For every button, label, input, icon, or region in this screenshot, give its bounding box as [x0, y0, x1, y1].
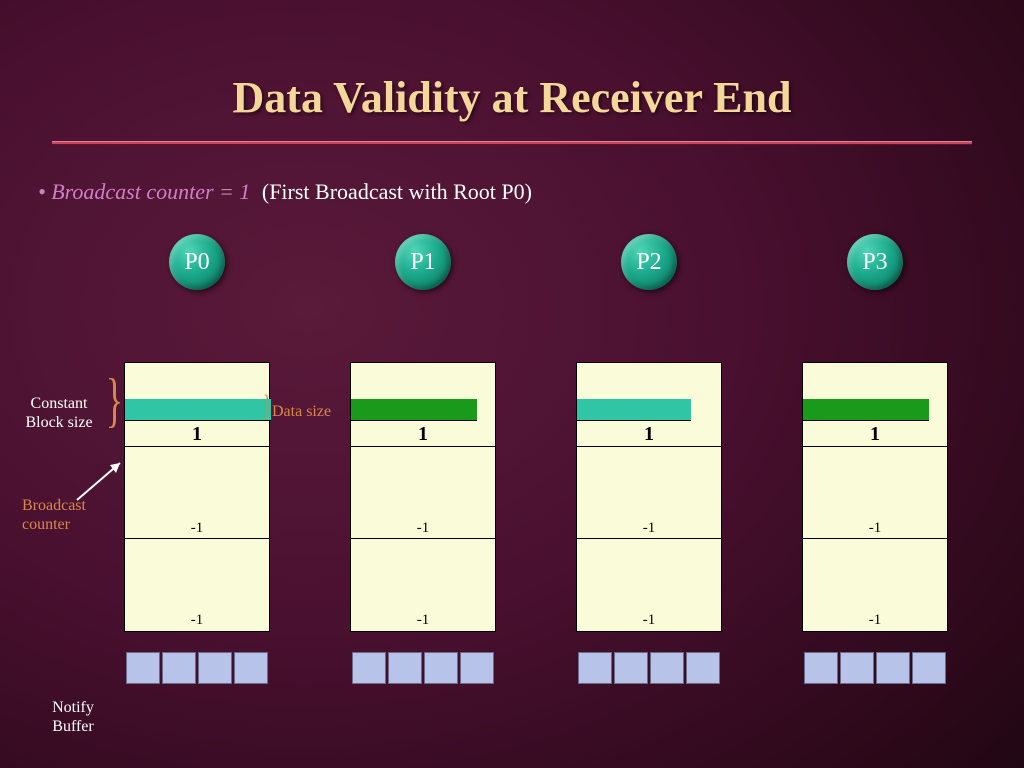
data-strip — [351, 399, 477, 421]
counter-value: -1 — [125, 517, 269, 539]
block-space — [577, 539, 721, 609]
notify-buffer-p1 — [350, 652, 496, 684]
slide-title: Data Validity at Receiver End — [0, 0, 1024, 123]
notify-cell — [126, 652, 160, 684]
notify-cell — [352, 652, 386, 684]
label-data-size: Data size — [272, 402, 331, 421]
counter-value: -1 — [803, 609, 947, 631]
process-column-p0: P0 1 -1 -1 — [122, 234, 272, 684]
block-space — [351, 539, 495, 609]
data-strip — [803, 399, 929, 421]
block-space — [803, 447, 947, 517]
subtitle-row: • Broadcast counter = 1 (First Broadcast… — [38, 179, 1024, 205]
counter-value: -1 — [351, 517, 495, 539]
notify-cell — [686, 652, 720, 684]
counter-value: -1 — [125, 609, 269, 631]
counter-value: -1 — [577, 609, 721, 631]
notify-buffer-p3 — [802, 652, 948, 684]
block-space — [803, 539, 947, 609]
notify-cell — [804, 652, 838, 684]
notify-cell — [460, 652, 494, 684]
process-column-p2: P2 1 -1 -1 — [574, 234, 724, 684]
data-strip — [125, 399, 271, 421]
notify-cell — [876, 652, 910, 684]
block-space — [125, 539, 269, 609]
notify-buffer-p2 — [576, 652, 722, 684]
buffer-p0: 1 -1 -1 — [124, 362, 270, 632]
title-divider — [52, 141, 972, 145]
brace-right-icon: } — [263, 391, 272, 421]
block-space — [803, 363, 947, 399]
counter-value: -1 — [577, 517, 721, 539]
counter-value: 1 — [351, 421, 495, 447]
notify-cell — [198, 652, 232, 684]
notify-cell — [388, 652, 422, 684]
block-space — [125, 447, 269, 517]
brace-left-icon: } — [106, 370, 123, 430]
notify-cell — [614, 652, 648, 684]
notify-cell — [578, 652, 612, 684]
process-node-p3: P3 — [847, 234, 903, 290]
broadcast-note: (First Broadcast with Root P0) — [262, 179, 532, 204]
notify-cell — [234, 652, 268, 684]
counter-value: 1 — [577, 421, 721, 447]
notify-cell — [650, 652, 684, 684]
broadcast-counter-text: • Broadcast counter = 1 — [38, 179, 250, 204]
process-node-p0: P0 — [169, 234, 225, 290]
counter-value: 1 — [803, 421, 947, 447]
buffer-p3: 1 -1 -1 — [802, 362, 948, 632]
notify-cell — [912, 652, 946, 684]
block-space — [577, 363, 721, 399]
buffer-p2: 1 -1 -1 — [576, 362, 722, 632]
counter-value: -1 — [351, 609, 495, 631]
buffer-p1: 1 -1 -1 — [350, 362, 496, 632]
block-space — [351, 447, 495, 517]
notify-cell — [162, 652, 196, 684]
counter-value: -1 — [803, 517, 947, 539]
notify-cell — [840, 652, 874, 684]
label-notify-buffer: Notify Buffer — [38, 698, 108, 736]
notify-buffer-p0 — [124, 652, 270, 684]
process-node-p2: P2 — [621, 234, 677, 290]
arrow-icon — [72, 455, 132, 505]
data-strip — [577, 399, 691, 421]
label-constant-block: Constant Block size — [14, 394, 104, 432]
counter-value: 1 — [125, 421, 269, 447]
process-node-p1: P1 — [395, 234, 451, 290]
block-space — [125, 363, 269, 399]
notify-cell — [424, 652, 458, 684]
block-space — [351, 363, 495, 399]
block-space — [577, 447, 721, 517]
process-column-p3: P3 1 -1 -1 — [800, 234, 950, 684]
process-column-p1: P1 1 -1 -1 — [348, 234, 498, 684]
